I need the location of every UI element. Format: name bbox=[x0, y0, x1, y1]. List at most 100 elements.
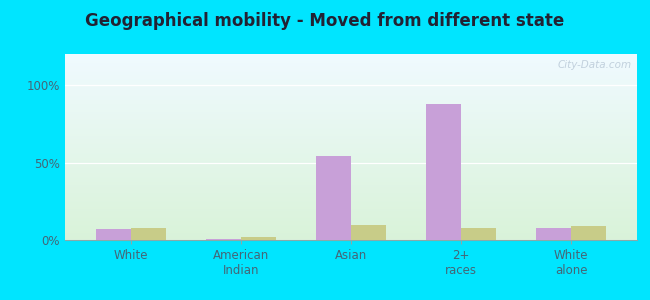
Bar bbox=[65, 103, 637, 104]
Bar bbox=[65, 204, 637, 205]
Bar bbox=[461, 228, 496, 240]
Bar bbox=[65, 88, 637, 89]
Bar bbox=[65, 114, 637, 116]
Bar bbox=[65, 111, 637, 112]
Bar bbox=[65, 178, 637, 179]
Bar bbox=[65, 125, 637, 126]
Bar bbox=[65, 101, 637, 102]
Bar bbox=[65, 116, 637, 117]
Bar bbox=[65, 154, 637, 155]
Bar bbox=[65, 136, 637, 137]
Bar bbox=[65, 134, 637, 135]
Bar bbox=[351, 224, 386, 240]
Bar bbox=[65, 126, 637, 127]
Bar bbox=[65, 135, 637, 136]
Bar bbox=[65, 105, 637, 106]
Bar bbox=[65, 219, 637, 220]
Bar bbox=[65, 143, 637, 144]
Bar bbox=[65, 233, 637, 234]
Bar bbox=[65, 167, 637, 168]
Bar bbox=[65, 237, 637, 238]
Bar bbox=[65, 159, 637, 160]
Bar bbox=[65, 155, 637, 156]
Bar bbox=[65, 213, 637, 214]
Bar bbox=[65, 208, 637, 209]
Bar bbox=[65, 77, 637, 78]
Bar bbox=[65, 65, 637, 66]
Bar bbox=[65, 108, 637, 109]
Bar bbox=[65, 55, 637, 56]
Bar bbox=[65, 214, 637, 215]
Bar bbox=[65, 211, 637, 212]
Bar bbox=[65, 210, 637, 211]
Bar bbox=[65, 217, 637, 218]
Bar bbox=[65, 160, 637, 161]
Bar bbox=[65, 120, 637, 121]
Bar bbox=[65, 173, 637, 174]
Bar bbox=[65, 132, 637, 133]
Bar bbox=[65, 228, 637, 229]
Bar bbox=[65, 69, 637, 70]
Bar bbox=[65, 239, 637, 240]
Bar bbox=[65, 144, 637, 145]
Bar bbox=[65, 148, 637, 149]
Bar bbox=[65, 86, 637, 88]
Bar bbox=[65, 123, 637, 124]
Bar bbox=[571, 226, 606, 240]
Bar bbox=[65, 200, 637, 201]
Bar bbox=[65, 85, 637, 86]
Bar bbox=[65, 82, 637, 83]
Bar bbox=[65, 78, 637, 79]
Bar bbox=[65, 222, 637, 223]
Bar bbox=[65, 165, 637, 166]
Bar bbox=[65, 188, 637, 189]
Bar bbox=[65, 110, 637, 111]
Bar bbox=[536, 228, 571, 240]
Bar bbox=[65, 71, 637, 72]
Bar bbox=[65, 91, 637, 92]
Bar bbox=[65, 127, 637, 128]
Bar bbox=[65, 139, 637, 140]
Bar bbox=[65, 100, 637, 101]
Bar bbox=[65, 64, 637, 65]
Bar bbox=[65, 220, 637, 221]
Bar bbox=[65, 177, 637, 178]
Bar bbox=[65, 216, 637, 217]
Bar bbox=[65, 161, 637, 162]
Bar bbox=[65, 67, 637, 68]
Bar bbox=[65, 205, 637, 206]
Bar bbox=[65, 174, 637, 175]
Bar bbox=[65, 182, 637, 183]
Bar bbox=[65, 189, 637, 190]
Bar bbox=[65, 153, 637, 154]
Bar bbox=[65, 149, 637, 150]
Bar bbox=[65, 163, 637, 164]
Bar bbox=[65, 231, 637, 232]
Bar bbox=[65, 131, 637, 132]
Bar bbox=[65, 58, 637, 60]
Bar bbox=[65, 104, 637, 105]
Bar bbox=[65, 90, 637, 91]
Bar bbox=[65, 95, 637, 96]
Bar bbox=[65, 183, 637, 184]
Bar bbox=[65, 227, 637, 228]
Bar bbox=[65, 181, 637, 182]
Bar bbox=[65, 201, 637, 202]
Bar bbox=[65, 162, 637, 163]
Bar bbox=[65, 191, 637, 192]
Bar bbox=[65, 94, 637, 95]
Bar bbox=[65, 89, 637, 90]
Bar bbox=[65, 81, 637, 82]
Bar bbox=[65, 106, 637, 107]
Bar bbox=[65, 113, 637, 114]
Bar bbox=[65, 97, 637, 98]
Bar bbox=[65, 150, 637, 151]
Bar bbox=[65, 224, 637, 225]
Bar bbox=[65, 170, 637, 171]
Bar bbox=[65, 96, 637, 97]
Bar bbox=[65, 133, 637, 134]
Bar bbox=[65, 193, 637, 194]
Bar bbox=[65, 230, 637, 231]
Bar bbox=[65, 122, 637, 123]
Bar bbox=[65, 62, 637, 63]
